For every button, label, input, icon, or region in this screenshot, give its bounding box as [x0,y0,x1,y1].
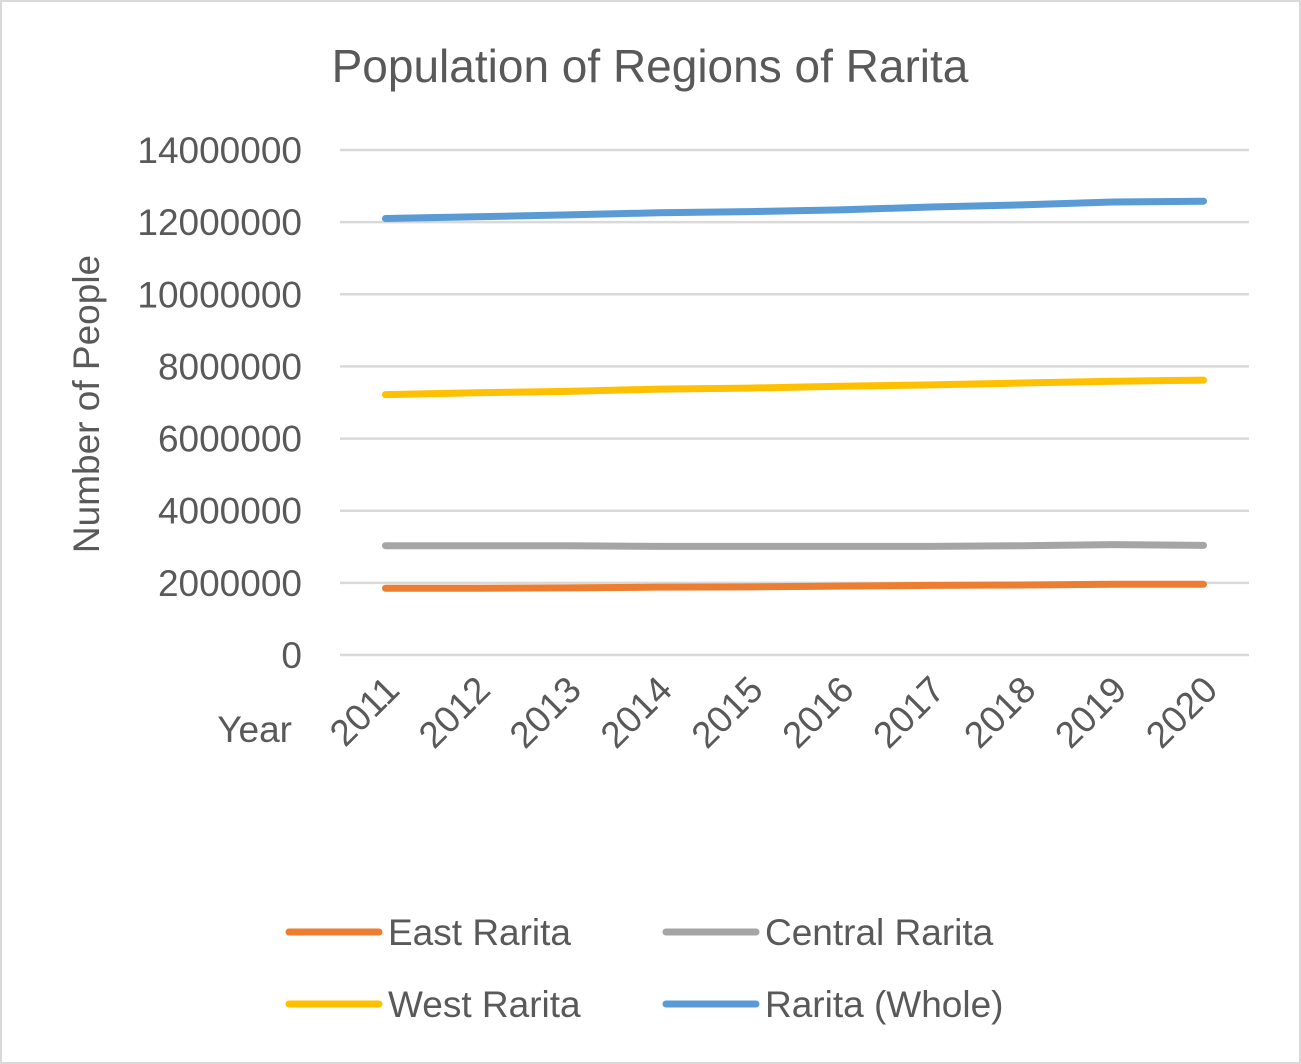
x-axis-ticks: 2011 2012 2013 2014 2015 2016 2017 2018 2019 2020 [322,669,1225,756]
series-lines [381,197,1208,592]
x-tick-label: 2016 [774,669,861,756]
y-tick-label: 14000000 [137,130,302,171]
legend-label: Central Rarita [765,912,994,953]
series-line-1 [381,541,1208,550]
x-tick-label: 2019 [1047,669,1134,756]
series-line-3 [381,197,1208,223]
series-line-2 [381,376,1208,399]
legend-label: West Rarita [388,984,581,1025]
x-axis-title: Year [217,709,292,750]
chart-title: Population of Regions of Rarita [332,40,969,92]
x-tick-label: 2015 [684,669,771,756]
y-tick-label: 8000000 [158,346,302,387]
x-tick-label: 2018 [956,669,1043,756]
y-tick-label: 10000000 [137,274,302,315]
y-axis-ticks: 0 2000000 4000000 6000000 8000000 10000000 120… [137,130,302,676]
legend-label: Rarita (Whole) [765,984,1004,1025]
y-tick-label: 4000000 [158,491,302,532]
y-tick-label: 0 [281,635,302,676]
x-tick-label: 2011 [322,669,407,754]
legend: East Rarita Central Rarita West Rarita Rari… [285,912,1004,1025]
legend-label: East Rarita [388,912,571,953]
y-tick-label: 6000000 [158,419,302,460]
gridlines [340,148,1249,657]
y-tick-label: 12000000 [137,202,302,243]
series-line-0 [381,580,1208,592]
y-tick-label: 2000000 [158,563,302,604]
x-tick-label: 2012 [411,669,498,756]
x-tick-label: 2014 [593,669,680,756]
x-tick-label: 2020 [1138,669,1225,756]
x-tick-label: 2017 [865,669,952,756]
y-axis-title: Number of People [66,255,107,553]
x-tick-label: 2013 [502,669,589,756]
